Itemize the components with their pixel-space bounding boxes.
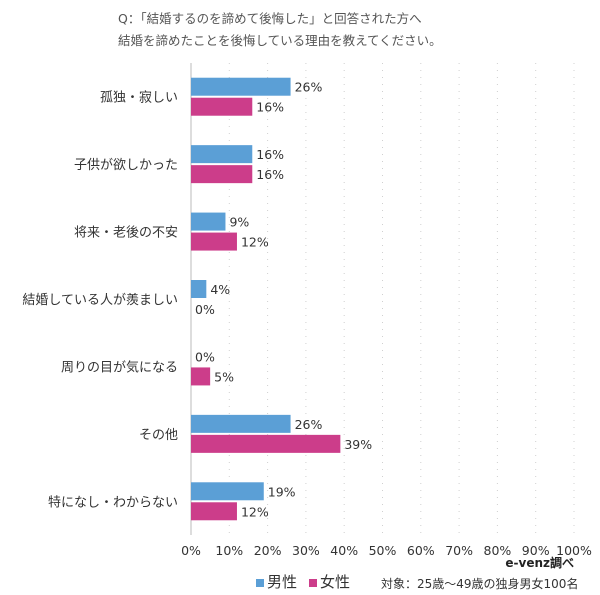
bar-male [191,482,264,501]
x-tick-label: 50% [369,543,397,558]
data-label: 19% [268,484,296,499]
x-tick-label: 60% [407,543,435,558]
x-tick-label: 20% [254,543,282,558]
x-tick-label: 100% [556,543,592,558]
bar-male [191,77,291,96]
category-label: 結婚している人が羨ましい [22,293,178,308]
x-tick-label: 0% [181,543,201,558]
bar-female [191,232,237,251]
bar-male [191,145,253,164]
bar-male [191,414,291,433]
bar-female [191,434,341,453]
source-label: e-venz調べ [505,556,574,570]
category-label: 孤独・寂しい [100,90,178,106]
data-label: 12% [241,504,269,519]
x-tick-label: 10% [215,543,243,558]
x-tick-label: 40% [330,543,358,558]
bar-female [191,367,211,386]
category-label: 子供が欲しかった [74,157,178,173]
data-label: 16% [256,167,284,182]
legend-item-female: 女性 [309,571,350,592]
chart-title-line1: Q：「結婚するのを諦めて後悔した」と回答された方へ [118,11,422,26]
data-label: 4% [210,282,230,297]
survey-note: 対象：25歳〜49歳の独身男女100名 [381,577,579,591]
data-label: 16% [256,147,284,162]
legend-item-male: 男性 [256,571,297,592]
x-tick-label: 90% [522,543,550,558]
x-tick-label: 70% [445,543,473,558]
legend: 男性 女性 [256,571,350,592]
bar-female [191,165,253,184]
data-label: 12% [241,235,269,250]
x-tick-label: 80% [484,543,512,558]
category-label: その他 [139,428,178,443]
legend-label-female: 女性 [320,573,351,591]
category-label: 特になし・わからない [48,495,178,510]
data-label: 39% [344,437,372,452]
data-label: 16% [256,100,284,115]
bar-male [191,280,207,298]
bar-male [191,212,226,231]
legend-label-male: 男性 [267,573,298,591]
bar-female [191,97,253,116]
x-tick-label: 30% [292,543,320,558]
data-label: 5% [214,369,234,384]
data-label: 26% [295,80,323,95]
legend-swatch-female [309,578,318,587]
bar-female [191,502,237,521]
category-label: 周りの目が気になる [61,359,178,375]
legend-swatch-male [256,578,264,587]
chart-title-line2: 結婚を諦めたことを後悔している理由を教えてください。 [118,33,442,48]
data-label: 0% [195,302,215,317]
category-label: 将来・老後の不安 [74,226,178,241]
data-label: 26% [295,417,323,432]
data-label: 0% [195,349,215,364]
data-label: 9% [229,215,249,230]
